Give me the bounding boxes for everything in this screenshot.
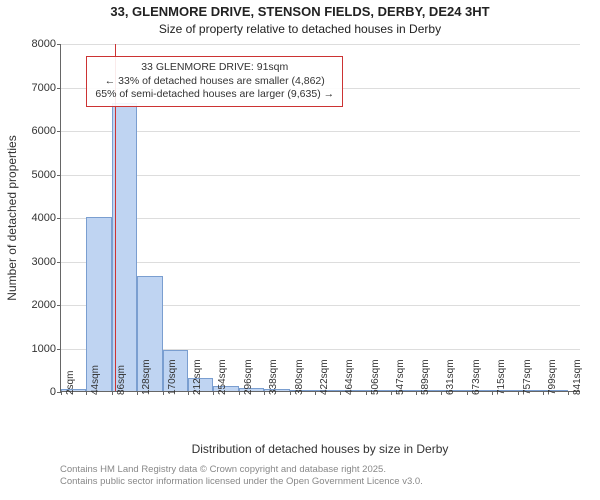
- x-tick-label: 673sqm: [471, 359, 482, 395]
- grid-line: [61, 262, 580, 263]
- grid-line: [61, 218, 580, 219]
- x-tick-mark: [264, 391, 265, 395]
- plot-area: 0100020003000400050006000700080002sqm44s…: [60, 44, 580, 392]
- x-tick-mark: [61, 391, 62, 395]
- x-tick-mark: [391, 391, 392, 395]
- annotation-box: 33 GLENMORE DRIVE: 91sqm← 33% of detache…: [86, 56, 343, 107]
- x-tick-mark: [467, 391, 468, 395]
- x-axis-label: Distribution of detached houses by size …: [60, 442, 580, 456]
- credits-block: Contains HM Land Registry data © Crown c…: [60, 464, 423, 489]
- x-tick-mark: [239, 391, 240, 395]
- annotation-line1: 33 GLENMORE DRIVE: 91sqm: [95, 61, 334, 75]
- annotation-line2: ← 33% of detached houses are smaller (4,…: [95, 75, 334, 89]
- credits-line1: Contains HM Land Registry data © Crown c…: [60, 464, 423, 476]
- x-tick-label: 380sqm: [294, 359, 305, 395]
- x-tick-mark: [416, 391, 417, 395]
- annotation-line3: 65% of semi-detached houses are larger (…: [95, 88, 334, 102]
- y-axis-label: Number of detached properties: [5, 135, 19, 300]
- x-tick-label: 2sqm: [65, 371, 76, 395]
- x-tick-label: 464sqm: [344, 359, 355, 395]
- x-tick-label: 547sqm: [395, 359, 406, 395]
- x-tick-label: 170sqm: [167, 359, 178, 395]
- y-tick-label: 1000: [32, 343, 61, 355]
- x-tick-mark: [543, 391, 544, 395]
- x-tick-label: 631sqm: [445, 359, 456, 395]
- x-tick-mark: [86, 391, 87, 395]
- chart-title-sub: Size of property relative to detached ho…: [0, 22, 600, 36]
- y-tick-label: 0: [50, 386, 61, 398]
- x-tick-label: 86sqm: [116, 365, 127, 395]
- chart-container: 33, GLENMORE DRIVE, STENSON FIELDS, DERB…: [0, 0, 600, 500]
- x-tick-label: 757sqm: [522, 359, 533, 395]
- x-tick-mark: [188, 391, 189, 395]
- grid-line: [61, 44, 580, 45]
- x-tick-mark: [518, 391, 519, 395]
- x-tick-mark: [112, 391, 113, 395]
- grid-line: [61, 175, 580, 176]
- y-tick-label: 6000: [32, 125, 61, 137]
- x-tick-label: 506sqm: [370, 359, 381, 395]
- x-tick-mark: [340, 391, 341, 395]
- x-tick-mark: [213, 391, 214, 395]
- x-tick-mark: [441, 391, 442, 395]
- x-tick-label: 254sqm: [217, 359, 228, 395]
- x-tick-label: 296sqm: [243, 359, 254, 395]
- y-tick-label: 5000: [32, 169, 61, 181]
- x-tick-mark: [137, 391, 138, 395]
- y-tick-label: 4000: [32, 212, 61, 224]
- x-tick-mark: [163, 391, 164, 395]
- y-tick-label: 3000: [32, 256, 61, 268]
- y-tick-label: 7000: [32, 82, 61, 94]
- x-tick-mark: [290, 391, 291, 395]
- x-tick-label: 799sqm: [547, 359, 558, 395]
- x-tick-label: 589sqm: [420, 359, 431, 395]
- y-tick-label: 2000: [32, 299, 61, 311]
- x-tick-mark: [568, 391, 569, 395]
- x-tick-mark: [366, 391, 367, 395]
- x-tick-label: 44sqm: [90, 365, 101, 395]
- y-tick-label: 8000: [32, 38, 61, 50]
- x-tick-label: 212sqm: [192, 359, 203, 395]
- x-tick-label: 422sqm: [319, 359, 330, 395]
- chart-title-main: 33, GLENMORE DRIVE, STENSON FIELDS, DERB…: [0, 4, 600, 19]
- x-tick-mark: [492, 391, 493, 395]
- credits-line2: Contains public sector information licen…: [60, 476, 423, 488]
- x-tick-label: 841sqm: [572, 359, 583, 395]
- x-tick-mark: [315, 391, 316, 395]
- x-tick-label: 338sqm: [268, 359, 279, 395]
- x-tick-label: 715sqm: [496, 359, 507, 395]
- x-tick-label: 128sqm: [141, 359, 152, 395]
- grid-line: [61, 131, 580, 132]
